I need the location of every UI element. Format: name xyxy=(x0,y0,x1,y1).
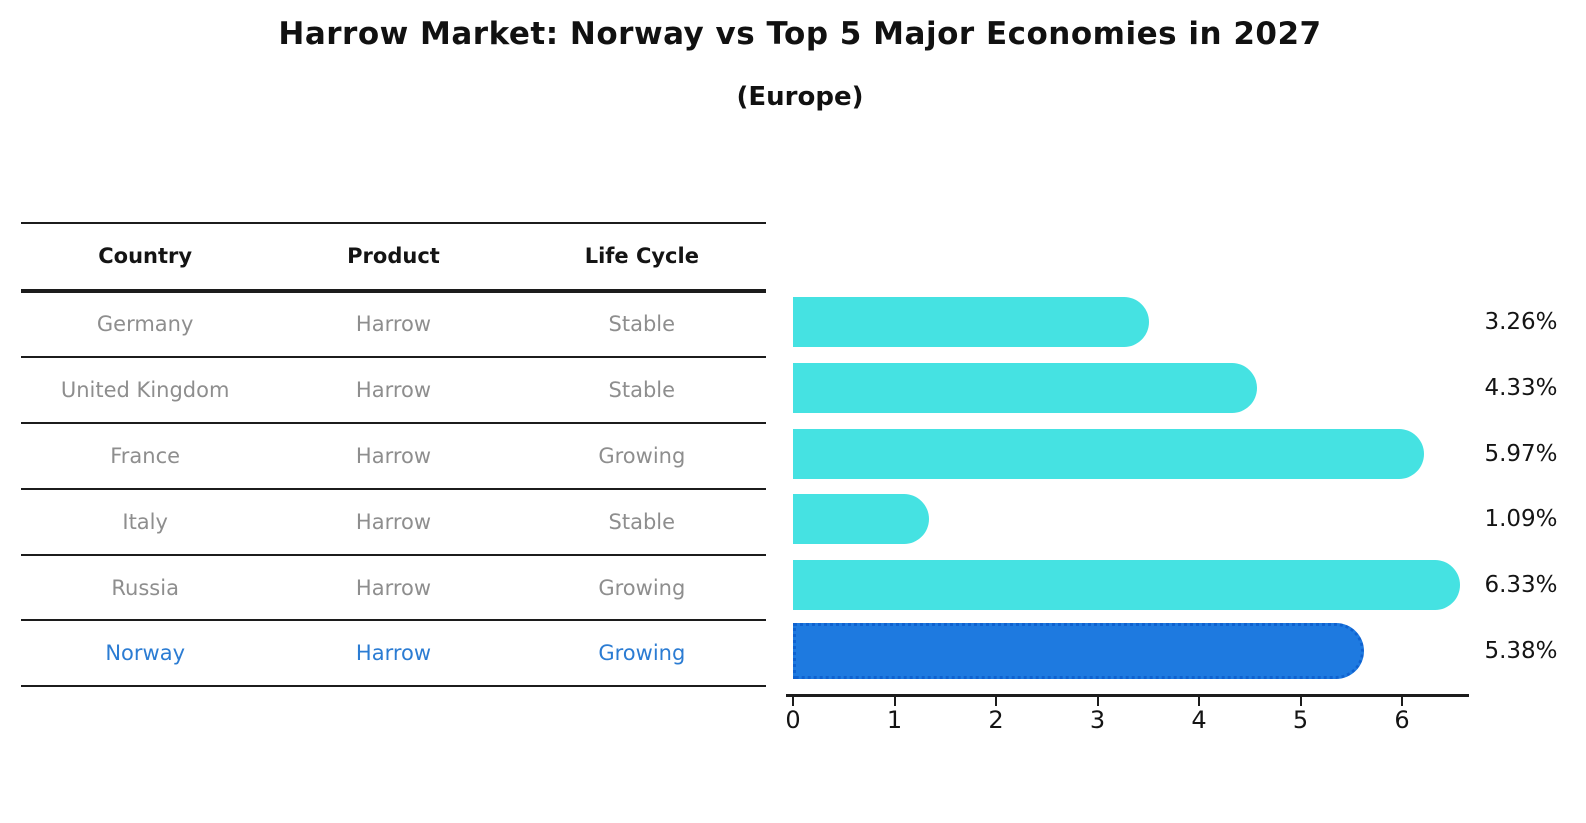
table-cell-country: Norway xyxy=(105,641,185,666)
table-cell-lifecycle: Growing xyxy=(598,641,686,666)
table-row-united-kingdom: United Kingdom Harrow Stable xyxy=(21,356,766,422)
country-table: Country Product Life Cycle Germany Harrow… xyxy=(21,222,766,688)
table-body: Germany Harrow Stable United Kingdom Harrow S… xyxy=(21,290,766,688)
x-tick-2 xyxy=(995,696,998,706)
column-header-country: Country xyxy=(98,244,193,269)
x-tick-label-5: 5 xyxy=(1292,706,1309,734)
x-axis-line xyxy=(786,694,1469,697)
x-tick-label-1: 1 xyxy=(886,706,903,734)
table-cell-country: United Kingdom xyxy=(60,378,230,403)
x-tick-0 xyxy=(792,696,795,706)
table-row-france: France Harrow Growing xyxy=(21,422,766,488)
column-header-lifecycle: Life Cycle xyxy=(584,244,699,269)
table-row-norway: Norway Harrow Growing xyxy=(21,619,766,688)
table-cell-country: France xyxy=(110,443,181,468)
table-header-row: Country Product Life Cycle xyxy=(21,222,766,291)
x-tick-label-6: 6 xyxy=(1394,706,1410,734)
table-cell-country: Germany xyxy=(96,312,194,337)
bar-united-kingdom xyxy=(793,362,1258,413)
x-tick-label-0: 0 xyxy=(785,706,801,734)
x-tick-4 xyxy=(1198,696,1201,706)
table-cell-product: Harrow xyxy=(355,509,432,534)
x-tick-label-4: 4 xyxy=(1191,706,1207,734)
table-cell-product: Harrow xyxy=(355,641,432,666)
bar-france xyxy=(793,428,1424,479)
table-cell-lifecycle: Stable xyxy=(608,378,676,403)
x-tick-6 xyxy=(1401,696,1404,706)
table-cell-product: Harrow xyxy=(355,378,432,403)
value-label-norway: 5.38% xyxy=(1484,638,1558,665)
x-tick-1 xyxy=(893,696,896,706)
table-cell-product: Harrow xyxy=(355,575,432,600)
table-cell-country: Italy xyxy=(122,509,168,534)
value-label-germany: 3.26% xyxy=(1484,308,1558,335)
table-row-russia: Russia Harrow Growing xyxy=(21,553,766,620)
x-tick-5 xyxy=(1299,696,1302,706)
value-label-russia: 6.33% xyxy=(1484,572,1558,599)
bar-highlight-norway xyxy=(793,623,1365,680)
x-tick-3 xyxy=(1096,696,1099,706)
bar-russia xyxy=(793,560,1461,611)
column-header-product: Product xyxy=(347,244,440,269)
table-cell-product: Harrow xyxy=(355,312,432,337)
chart-title: Harrow Market: Norway vs Top 5 Major Eco… xyxy=(278,16,1322,52)
table-row-italy: Italy Harrow Stable xyxy=(21,487,766,554)
table-cell-lifecycle: Stable xyxy=(608,509,676,534)
table-row-germany: Germany Harrow Stable xyxy=(21,290,766,357)
table-cell-lifecycle: Stable xyxy=(608,312,676,337)
value-label-italy: 1.09% xyxy=(1484,506,1558,533)
table-cell-product: Harrow xyxy=(355,443,432,468)
x-tick-label-2: 2 xyxy=(988,706,1004,734)
bar-germany xyxy=(793,296,1149,347)
chart-subtitle: (Europe) xyxy=(736,82,864,112)
table-cell-lifecycle: Growing xyxy=(598,575,686,600)
table-cell-lifecycle: Growing xyxy=(598,443,686,468)
table-cell-country: Russia xyxy=(111,575,179,600)
value-label-united-kingdom: 4.33% xyxy=(1484,374,1558,401)
x-tick-label-3: 3 xyxy=(1089,706,1106,734)
value-label-france: 5.97% xyxy=(1484,440,1558,467)
bar-italy xyxy=(793,494,929,545)
